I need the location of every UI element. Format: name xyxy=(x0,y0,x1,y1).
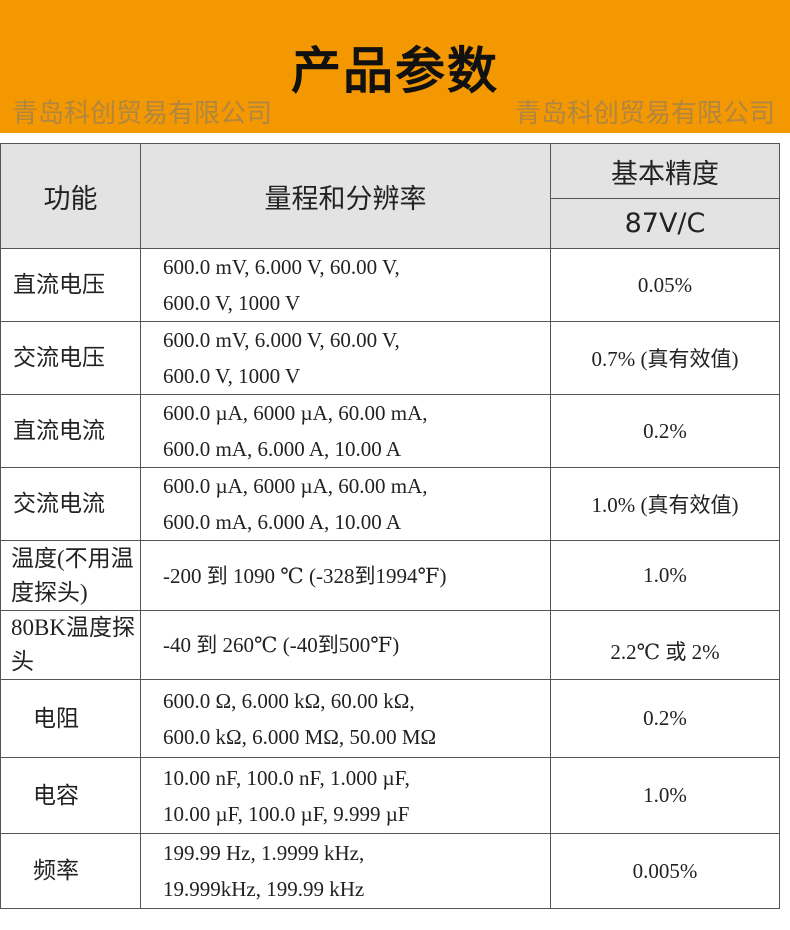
table-row: 电容 10.00 nF, 100.0 nF, 1.000 µF, 10.00 µF… xyxy=(0,757,780,834)
title-banner: 产品参数 xyxy=(0,0,790,133)
function-cell: 交流电流 xyxy=(0,467,141,541)
table-row: 交流电压 600.0 mV, 6.000 V, 60.00 V, 600.0 V,… xyxy=(0,321,780,395)
accuracy-cell: 0.7% (真有效值) xyxy=(550,321,780,395)
header-range: 量程和分辨率 xyxy=(140,143,551,249)
table-row: 直流电流 600.0 µA, 6000 µA, 60.00 mA, 600.0 m… xyxy=(0,394,780,468)
table-row: 80BK温度探头 -40 到 260℃ (-40到500℉) 2.2℃ 或 2% xyxy=(0,610,780,680)
function-cell: 电容 xyxy=(0,757,141,834)
accuracy-cell: 0.005% xyxy=(550,833,780,909)
function-cell: 80BK温度探头 xyxy=(0,610,141,680)
table-row: 电阻 600.0 Ω, 6.000 kΩ, 60.00 kΩ, 600.0 kΩ,… xyxy=(0,679,780,758)
header-function: 功能 xyxy=(0,143,141,249)
function-cell: 频率 xyxy=(0,833,141,909)
function-cell: 温度(不用温度探头) xyxy=(0,540,141,611)
function-cell: 直流电流 xyxy=(0,394,141,468)
accuracy-cell: 0.2% xyxy=(550,679,780,758)
spec-table: 功能 量程和分辨率 基本精度 87V/C 直流电压 600.0 mV, 6.00… xyxy=(0,143,780,909)
range-line: 600.0 mV, 6.000 V, 60.00 V, xyxy=(163,328,400,352)
range-line: 600.0 mA, 6.000 A, 10.00 A xyxy=(163,437,402,461)
range-cell: 10.00 nF, 100.0 nF, 1.000 µF, 10.00 µF, 1… xyxy=(140,757,551,834)
range-line: 600.0 µA, 6000 µA, 60.00 mA, xyxy=(163,401,428,425)
range-line: 600.0 Ω, 6.000 kΩ, 60.00 kΩ, xyxy=(163,688,415,713)
range-line: 600.0 kΩ, 6.000 MΩ, 50.00 MΩ xyxy=(163,724,437,749)
accuracy-cell: 0.2% xyxy=(550,394,780,468)
range-cell: 600.0 µA, 6000 µA, 60.00 mA, 600.0 mA, 6.… xyxy=(140,467,551,541)
range-line: 600.0 mV, 6.000 V, 60.00 V, xyxy=(163,255,400,279)
range-line: 10.00 nF, 100.0 nF, 1.000 µF, xyxy=(163,765,410,790)
page-title: 产品参数 xyxy=(291,41,499,100)
range-line: 600.0 V, 1000 V xyxy=(163,291,301,315)
header-accuracy: 基本精度 xyxy=(550,143,780,199)
range-line: 600.0 V, 1000 V xyxy=(163,364,301,388)
range-cell: -200 到 1090 ℃ (-328到1994℉) xyxy=(140,540,551,611)
accuracy-cell: 1.0% (真有效值) xyxy=(550,467,780,541)
range-cell: 600.0 mV, 6.000 V, 60.00 V, 600.0 V, 1000… xyxy=(140,321,551,395)
range-line: 10.00 µF, 100.0 µF, 9.999 µF xyxy=(163,801,410,826)
range-cell: -40 到 260℃ (-40到500℉) xyxy=(140,610,551,680)
accuracy-cell: 2.2℃ 或 2% xyxy=(550,610,780,680)
accuracy-cell: 1.0% xyxy=(550,540,780,611)
accuracy-cell: 1.0% xyxy=(550,757,780,834)
table-row: 温度(不用温度探头) -200 到 1090 ℃ (-328到1994℉) 1.… xyxy=(0,540,780,611)
header-model: 87V/C xyxy=(550,198,780,249)
function-cell: 电阻 xyxy=(0,679,141,758)
table-row: 交流电流 600.0 µA, 6000 µA, 60.00 mA, 600.0 m… xyxy=(0,467,780,541)
range-line: 600.0 mA, 6.000 A, 10.00 A xyxy=(163,510,402,534)
table-row: 频率 199.99 Hz, 1.9999 kHz, 19.999kHz, 199.… xyxy=(0,833,780,909)
range-cell: 600.0 µA, 6000 µA, 60.00 mA, 600.0 mA, 6.… xyxy=(140,394,551,468)
function-cell: 交流电压 xyxy=(0,321,141,395)
function-cell: 直流电压 xyxy=(0,248,141,322)
range-line: 199.99 Hz, 1.9999 kHz, xyxy=(163,841,365,865)
range-cell: 199.99 Hz, 1.9999 kHz, 19.999kHz, 199.99 … xyxy=(140,833,551,909)
range-cell: 600.0 mV, 6.000 V, 60.00 V, 600.0 V, 1000… xyxy=(140,248,551,322)
range-line: 600.0 µA, 6000 µA, 60.00 mA, xyxy=(163,474,428,498)
accuracy-cell: 0.05% xyxy=(550,248,780,322)
table-row: 直流电压 600.0 mV, 6.000 V, 60.00 V, 600.0 V,… xyxy=(0,248,780,322)
range-line: 19.999kHz, 199.99 kHz xyxy=(163,877,365,901)
range-cell: 600.0 Ω, 6.000 kΩ, 60.00 kΩ, 600.0 kΩ, 6.… xyxy=(140,679,551,758)
